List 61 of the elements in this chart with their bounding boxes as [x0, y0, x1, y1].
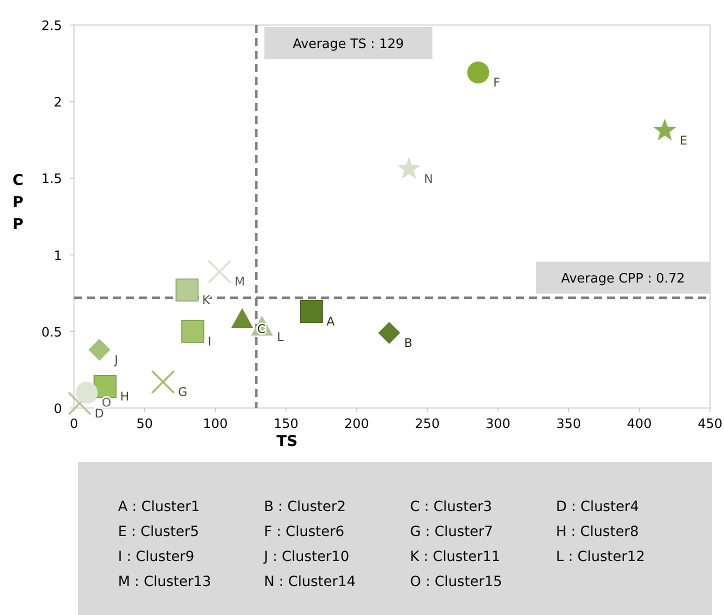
point — [300, 300, 323, 323]
series-label: D — [94, 406, 104, 420]
y-tick-label: 1 — [54, 248, 62, 264]
text: D : Cluster4 — [556, 499, 640, 515]
point — [181, 320, 204, 343]
series-label: C — [257, 322, 266, 336]
point — [467, 61, 490, 84]
y-tick-label: 1.5 — [41, 172, 62, 188]
text: B : Cluster2 — [264, 499, 346, 515]
text: N : Cluster14 — [264, 574, 356, 590]
y-tick-label: 2 — [54, 96, 62, 111]
y-tick-label: 0.5 — [41, 325, 62, 340]
y-tick-label: 2.5 — [41, 19, 62, 34]
series-label: I — [208, 334, 212, 348]
x-tick-label: 350 — [556, 417, 582, 432]
point — [378, 322, 400, 344]
text: C : Cluster3 — [410, 499, 492, 515]
x-tick-label: 400 — [626, 417, 652, 432]
series-label: L — [276, 330, 284, 344]
series-label: B — [404, 336, 412, 350]
point — [88, 338, 110, 361]
series-label: N — [424, 172, 433, 186]
point — [151, 370, 176, 394]
series-label: E — [680, 134, 688, 148]
text: G : Cluster7 — [410, 524, 494, 540]
ref-line-label: Average CPP : 0.72 — [561, 272, 685, 287]
point — [208, 260, 232, 284]
point — [653, 118, 676, 140]
point — [76, 382, 98, 404]
x-tick-label: 200 — [344, 417, 370, 432]
series-label: A — [326, 314, 336, 328]
series-label: G — [178, 384, 188, 399]
ref-line-label: Average TS : 129 — [292, 37, 404, 52]
x-tick-label: 300 — [486, 417, 510, 432]
text: L : Cluster12 — [556, 549, 645, 565]
x-tick-label: 150 — [274, 417, 298, 432]
series-label: F — [493, 75, 500, 90]
series-label: J — [113, 352, 118, 367]
text: O : Cluster15 — [410, 574, 502, 590]
y-axis-title: CPP — [12, 171, 24, 233]
x-axis-title: TS — [276, 432, 298, 450]
text: F : Cluster6 — [264, 524, 344, 540]
text: I : Cluster9 — [118, 549, 194, 565]
point — [176, 278, 199, 302]
x-tick-label: 0 — [70, 417, 78, 432]
text: M : Cluster13 — [118, 574, 212, 590]
series-label: H — [120, 390, 130, 404]
text: E : Cluster5 — [118, 524, 200, 540]
series-label: O — [102, 396, 112, 410]
text: A : Cluster1 — [118, 499, 200, 515]
x-tick-label: 100 — [202, 417, 228, 432]
x-tick-label: 450 — [698, 417, 722, 432]
text: H : Cluster8 — [556, 524, 639, 540]
point — [231, 308, 254, 328]
text: J : Cluster10 — [263, 549, 350, 565]
series-label: M — [234, 274, 245, 289]
point — [397, 156, 420, 179]
x-tick-label: 250 — [414, 417, 440, 432]
y-tick-label: 0 — [54, 402, 62, 417]
text: K : Cluster11 — [410, 549, 500, 565]
x-tick-label: 50 — [136, 417, 153, 432]
